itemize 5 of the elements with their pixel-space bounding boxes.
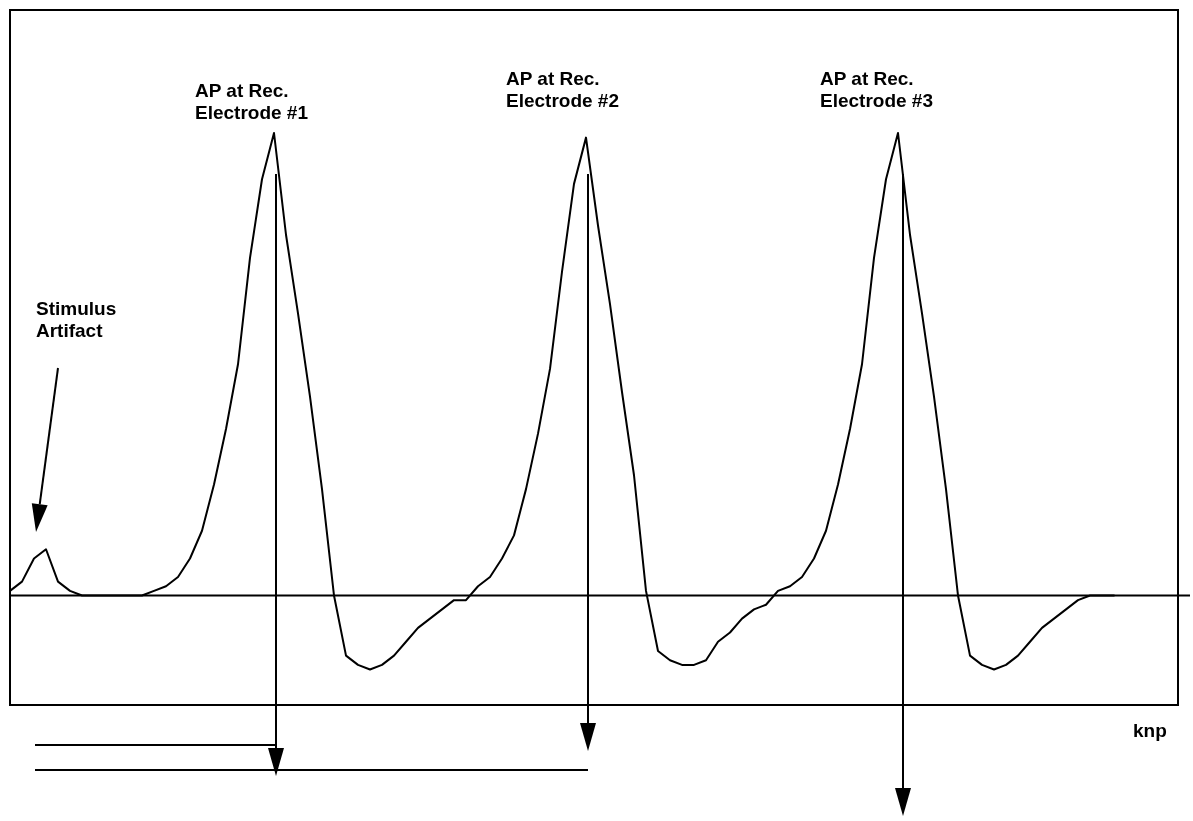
text: knp (1133, 720, 1168, 742)
text: AP at Rec. Electrode #2 (506, 68, 620, 112)
text: AP at Rec. Electrode #1 (195, 80, 309, 124)
annotation: Stimulus Artifact (36, 298, 118, 342)
text: AP at Rec. Electrode #3 (820, 68, 934, 112)
